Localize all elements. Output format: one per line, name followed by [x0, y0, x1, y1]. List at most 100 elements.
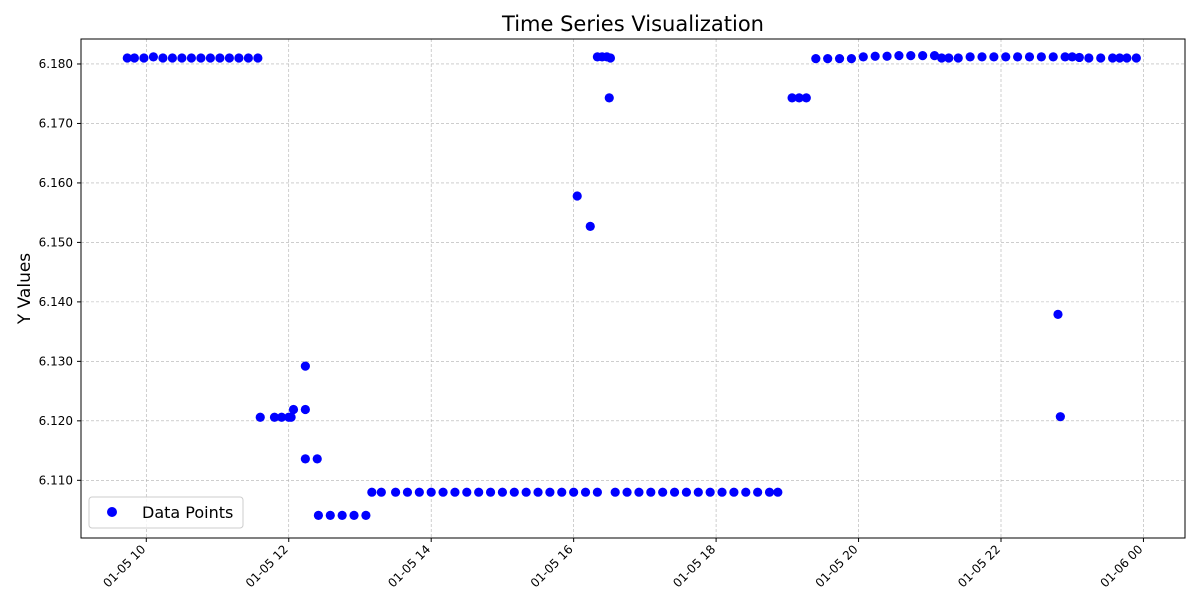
- data-point: [1074, 52, 1084, 63]
- legend: Data Points: [88, 496, 244, 529]
- data-point: [741, 487, 751, 497]
- data-point: [234, 53, 244, 63]
- data-point: [186, 53, 196, 63]
- data-point: [929, 51, 940, 61]
- data-point: [450, 487, 460, 497]
- data-point: [729, 487, 739, 497]
- data-point: [773, 487, 783, 497]
- data-point: [605, 53, 616, 63]
- y-tick-label: 6.170: [39, 116, 73, 130]
- data-point: [858, 52, 868, 62]
- data-point: [533, 487, 543, 497]
- y-tick-label: 6.180: [39, 57, 73, 71]
- data-point: [634, 487, 644, 497]
- data-point: [286, 412, 296, 422]
- data-point: [572, 191, 582, 201]
- data-point: [253, 53, 263, 63]
- data-point: [545, 487, 555, 497]
- data-point: [1055, 412, 1065, 422]
- data-point: [1053, 309, 1063, 319]
- data-point: [580, 487, 591, 497]
- data-point: [148, 52, 159, 62]
- data-point: [1048, 52, 1058, 62]
- data-point: [1024, 52, 1035, 62]
- data-point: [870, 51, 880, 61]
- data-point: [497, 487, 508, 497]
- data-point: [255, 412, 265, 422]
- data-point: [122, 53, 132, 63]
- y-tick-label: 6.160: [39, 176, 73, 190]
- data-point: [1115, 53, 1125, 63]
- data-point: [811, 54, 821, 64]
- data-point: [918, 51, 928, 61]
- data-point: [787, 93, 797, 103]
- data-point: [1060, 52, 1070, 62]
- data-point: [965, 52, 975, 62]
- data-point: [622, 487, 632, 497]
- data-point: [337, 510, 347, 520]
- data-point: [426, 487, 436, 497]
- data-point: [894, 51, 904, 61]
- data-point: [764, 487, 775, 497]
- data-point: [1084, 53, 1094, 63]
- data-point: [882, 51, 892, 61]
- data-point: [610, 487, 620, 497]
- y-axis: 6.110 6.120 6.130 6.140 6.150 6.160 6.170 6.180: [39, 57, 81, 487]
- data-point: [1001, 52, 1011, 62]
- data-point: [438, 487, 448, 497]
- data-point: [801, 93, 811, 103]
- data-point: [196, 53, 206, 63]
- data-point: [944, 53, 954, 63]
- y-tick-label: 6.130: [39, 354, 73, 368]
- legend-box: [88, 496, 244, 529]
- y-tick-label: 6.110: [39, 473, 73, 487]
- data-point: [585, 221, 595, 231]
- data-point: [604, 93, 614, 103]
- data-point: [474, 487, 484, 497]
- data-point: [989, 52, 999, 62]
- data-point: [1013, 52, 1023, 62]
- data-point: [1096, 53, 1106, 63]
- y-tick-label: 6.120: [39, 414, 73, 428]
- data-point: [129, 53, 140, 63]
- y-tick-label: 6.150: [39, 235, 73, 249]
- data-point: [846, 54, 857, 64]
- data-point: [177, 53, 187, 63]
- data-point: [205, 53, 215, 63]
- data-point: [1036, 52, 1046, 62]
- data-point: [681, 487, 692, 497]
- data-point: [753, 487, 763, 497]
- data-point: [953, 53, 963, 63]
- data-point: [834, 54, 845, 64]
- data-point: [521, 487, 531, 497]
- data-points: [122, 51, 1141, 520]
- data-point: [693, 487, 703, 497]
- data-point: [300, 361, 310, 371]
- data-point: [139, 53, 149, 63]
- data-point: [288, 404, 299, 415]
- data-point: [462, 487, 472, 497]
- data-point: [243, 53, 253, 63]
- data-point: [376, 487, 386, 497]
- data-point: [937, 53, 947, 63]
- data-point: [669, 487, 680, 497]
- grid-lines: [81, 39, 1185, 538]
- chart-title: Time Series Visualization: [501, 12, 764, 36]
- data-point: [658, 487, 668, 497]
- data-point: [349, 510, 359, 520]
- data-point: [313, 510, 324, 520]
- data-point: [592, 487, 602, 497]
- plot-frame: [80, 38, 1186, 539]
- data-point: [823, 54, 833, 64]
- data-point: [557, 487, 567, 497]
- data-point: [509, 487, 519, 497]
- data-point: [361, 510, 371, 520]
- legend-label: Data Points: [142, 503, 233, 522]
- y-axis-label: Y Values: [15, 253, 35, 325]
- data-point: [414, 487, 424, 497]
- y-tick-label: 6.140: [39, 295, 73, 309]
- data-point: [717, 487, 727, 497]
- data-point: [1122, 53, 1132, 63]
- data-point: [390, 487, 401, 497]
